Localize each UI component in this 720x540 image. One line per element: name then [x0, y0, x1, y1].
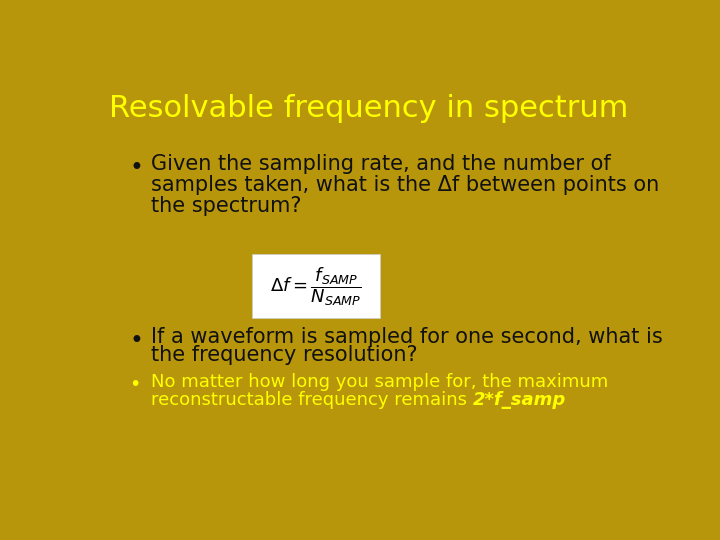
Text: the frequency resolution?: the frequency resolution?: [151, 346, 418, 366]
Text: No matter how long you sample for, the maximum: No matter how long you sample for, the m…: [151, 373, 608, 392]
Text: •: •: [129, 156, 143, 180]
Text: reconstructable frequency remains: reconstructable frequency remains: [151, 391, 473, 409]
Text: samples taken, what is the Δf between points on: samples taken, what is the Δf between po…: [151, 175, 660, 195]
Text: If a waveform is sampled for one second, what is: If a waveform is sampled for one second,…: [151, 327, 663, 347]
Text: •: •: [129, 375, 140, 394]
Text: $\Delta f = \dfrac{f_{SAMP}}{N_{SAMP}}$: $\Delta f = \dfrac{f_{SAMP}}{N_{SAMP}}$: [270, 265, 362, 308]
Text: •: •: [129, 329, 143, 353]
Text: Given the sampling rate, and the number of: Given the sampling rate, and the number …: [151, 154, 611, 174]
Text: the spectrum?: the spectrum?: [151, 196, 302, 216]
Text: Resolvable frequency in spectrum: Resolvable frequency in spectrum: [109, 94, 629, 123]
Text: 2*f_samp: 2*f_samp: [473, 391, 567, 409]
FancyBboxPatch shape: [252, 254, 380, 319]
